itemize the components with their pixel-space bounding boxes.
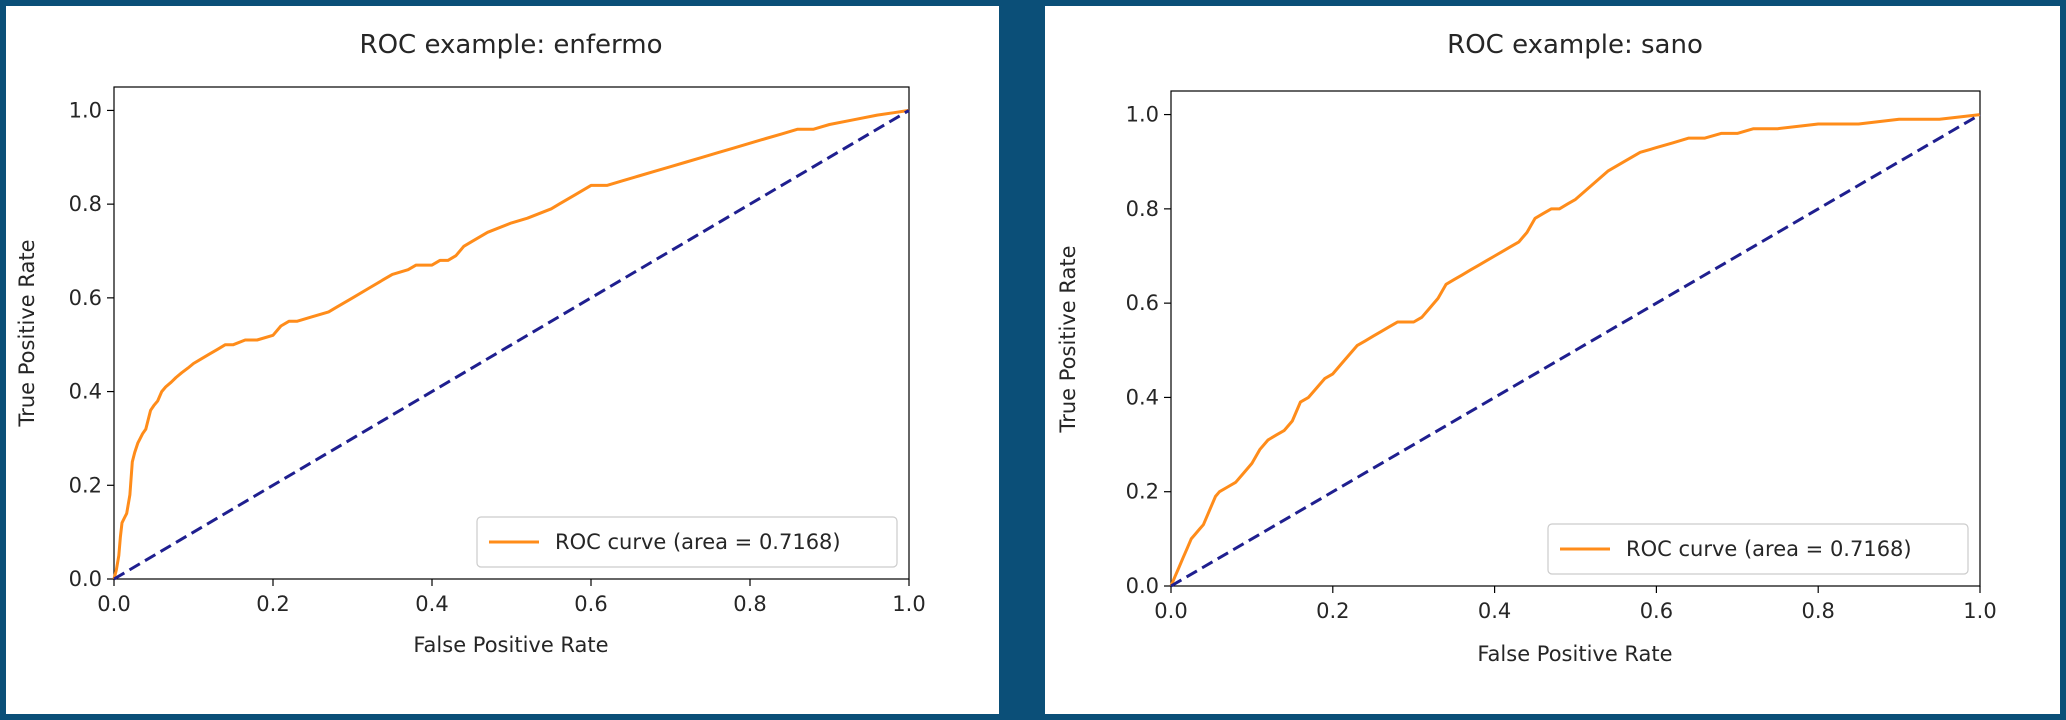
x-axis-label: False Positive Rate	[1477, 642, 1672, 666]
chart-panel-sano: ROC example: sano False Positive Rate Tr…	[1045, 6, 2060, 714]
x-tick-label: 0.4	[415, 592, 448, 616]
legend-label: ROC curve (area = 0.7168)	[555, 530, 841, 554]
y-axis-label: True Positive Rate	[15, 239, 39, 427]
x-tick-label: 0.8	[733, 592, 766, 616]
diagonal-reference-line	[113, 109, 910, 581]
y-tick-label: 0.4	[69, 380, 102, 404]
roc-curve-line	[1169, 113, 1981, 587]
y-tick-label: 0.6	[69, 286, 102, 310]
x-tick-label: 0.0	[97, 592, 130, 616]
legend-box	[1547, 523, 1969, 575]
x-tick-label: 0.2	[256, 592, 289, 616]
legend-label: ROC curve (area = 0.7168)	[1626, 537, 1912, 561]
diagonal-reference-line	[1170, 113, 1981, 588]
x-tick-label: 0.2	[1316, 599, 1349, 623]
x-tick-label: 0.4	[1478, 599, 1511, 623]
x-tick-label: 0.6	[574, 592, 607, 616]
chart-panel-enfermo: ROC example: enfermo False Positive Rate…	[6, 6, 999, 714]
y-tick-label: 1.0	[69, 98, 102, 122]
x-tick-label: 0.6	[1640, 599, 1673, 623]
roc-chart-enfermo: ROC example: enfermo False Positive Rate…	[15, 30, 926, 657]
x-tick-label: 1.0	[892, 592, 925, 616]
y-tick-label: 0.2	[69, 473, 102, 497]
y-tick-label: 0.2	[1126, 480, 1159, 504]
x-tick-label: 0.0	[1154, 599, 1187, 623]
y-tick-label: 0.4	[1126, 385, 1159, 409]
chart-title: ROC example: sano	[1447, 30, 1703, 60]
plot-frame	[113, 86, 910, 580]
y-tick-label: 1.0	[1126, 103, 1159, 127]
y-tick-label: 0.8	[1126, 197, 1159, 221]
plot-frame	[1170, 90, 1981, 587]
roc-curve-line	[112, 108, 910, 580]
y-axis-label: True Positive Rate	[1056, 245, 1080, 433]
x-tick-label: 0.8	[1801, 599, 1834, 623]
legend-box	[476, 516, 898, 568]
y-tick-label: 0.0	[1126, 574, 1159, 598]
chart-title: ROC example: enfermo	[360, 30, 663, 60]
roc-chart-sano: ROC example: sano False Positive Rate Tr…	[1056, 30, 1997, 666]
x-axis-label: False Positive Rate	[413, 633, 608, 657]
x-tick-label: 1.0	[1963, 599, 1996, 623]
y-tick-label: 0.0	[69, 567, 102, 591]
y-tick-label: 0.8	[69, 192, 102, 216]
y-tick-label: 0.6	[1126, 291, 1159, 315]
